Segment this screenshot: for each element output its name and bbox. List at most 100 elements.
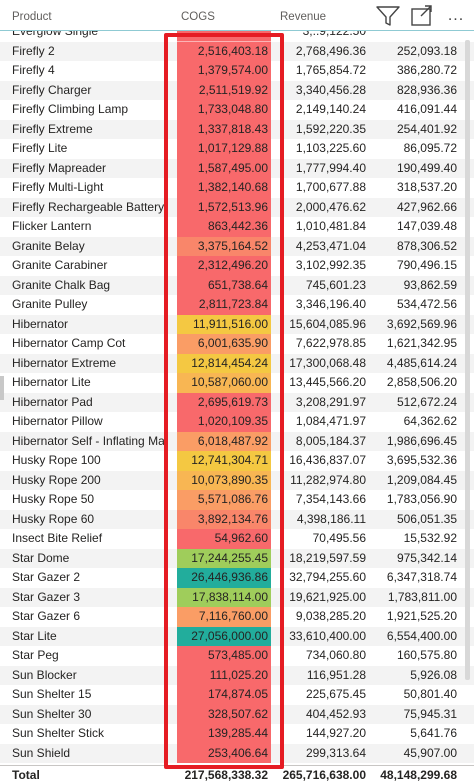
cell-profit: 1,921,525.20 [386, 609, 457, 623]
table-row[interactable]: Insect Bite Relief 54,962.60 70,495.56 15,5… [0, 529, 474, 549]
visual-header-toolbar: ... [370, 4, 470, 28]
cell-product: Sun Shelter Stick [12, 726, 105, 740]
table-row[interactable]: Sun Blocker 111,025.20 116,951.28 5,926.08 [0, 665, 474, 685]
table-row[interactable]: Hibernator Camp Cot 6,001,635.90 7,622,978… [0, 334, 474, 354]
table-row[interactable]: Star Gazer 2 26,446,936.86 32,794,255.60 6,… [0, 568, 474, 588]
row-resize-handle[interactable] [0, 376, 4, 400]
cell-revenue: 1,103,225.60 [295, 141, 366, 155]
cell-profit: 3,692,569.96 [386, 316, 457, 331]
table-row[interactable]: Hibernator Lite 10,587,060.00 13,445,566.2… [0, 373, 474, 393]
cell-product: Husky Rope 50 [12, 492, 95, 506]
table-row[interactable]: Sun Shelter 15 174,874.05 225,675.45 50,801… [0, 685, 474, 705]
table-row[interactable]: Hibernator Self - Inflating Mat 6,018,487… [0, 431, 474, 451]
table-row[interactable]: Husky Rope 100 12,741,304.71 16,436,837.07… [0, 451, 474, 471]
cell-product: Hibernator Self - Inflating Mat [12, 433, 169, 448]
cell-product: Hibernator Extreme [12, 355, 117, 370]
table-row[interactable]: Star Lite 27,056,000.00 33,610,400.00 6,554… [0, 626, 474, 646]
column-header-revenue[interactable]: Revenue [280, 11, 327, 23]
table-row[interactable]: Husky Rope 200 10,073,890.35 11,282,974.80… [0, 470, 474, 490]
cell-profit: 790,496.15 [396, 258, 457, 272]
cell-cogs: 1,733,048.80 [177, 100, 271, 120]
filter-icon[interactable] [374, 4, 402, 28]
table-row[interactable]: Sun Shield 253,406.64 299,313.64 45,907.00 [0, 743, 474, 763]
cell-product: Star Lite [12, 628, 57, 643]
table-row[interactable]: Granite Carabiner 2,312,496.20 3,102,992.3… [0, 256, 474, 276]
cell-cogs: 1,020,109.35 [177, 412, 271, 432]
table-row[interactable]: Granite Belay 3,375,164.52 4,253,471.04 878… [0, 236, 474, 256]
table-row[interactable]: Star Dome 17,244,255.45 18,219,597.59 975,3… [0, 548, 474, 568]
table-row[interactable]: Firefly Lite 1,017,129.88 1,103,225.60 86,0… [0, 139, 474, 159]
cell-product: Granite Pulley [12, 297, 88, 311]
cell-product: Sun Shelter 15 [12, 687, 92, 701]
cell-product: Sun Blocker [12, 667, 77, 682]
cell-product: Husky Rope 200 [12, 472, 101, 487]
cell-cogs: 6,001,635.90 [177, 334, 271, 354]
cell-revenue: 17,300,068.48 [289, 355, 366, 370]
cell-cogs: 10,587,060.00 [177, 373, 271, 393]
cell-profit: 1,209,084.45 [386, 472, 457, 487]
cell-cogs: 2,811,723.84 [177, 295, 271, 315]
cell-profit: 6,347,318.74 [386, 570, 457, 584]
cell-profit: 50,801.40 [403, 687, 457, 701]
cell-cogs: 2,312,496.20 [177, 256, 271, 276]
table-row[interactable]: Firefly Charger 2,511,519.92 3,340,456.28 8… [0, 80, 474, 100]
more-options-icon[interactable]: ... [442, 4, 470, 28]
cell-cogs: 54,962.60 [177, 529, 271, 549]
table-row[interactable]: Hibernator Pad 2,695,619.73 3,208,291.97 51… [0, 392, 474, 412]
cell-product: Flicker Lantern [12, 219, 92, 233]
table-row[interactable]: Firefly 2 2,516,403.18 2,768,496.36 252,093… [0, 41, 474, 61]
table-row[interactable]: Sun Shelter Stick 139,285.44 144,927.20 5,6… [0, 724, 474, 744]
table-row[interactable]: Firefly 4 1,379,574.00 1,765,854.72 386,280… [0, 61, 474, 81]
table-row[interactable]: Firefly Rechargeable Battery 1,572,513.96… [0, 197, 474, 217]
table-row[interactable]: Star Gazer 3 17,838,114.00 19,621,925.00 1,… [0, 587, 474, 607]
cell-product: Star Peg [12, 648, 59, 662]
column-header-cogs[interactable]: COGS [181, 11, 215, 23]
table-row[interactable]: Firefly Mapreader 1,587,495.00 1,777,994.4… [0, 158, 474, 178]
cell-profit: 64,362.62 [403, 414, 457, 428]
cell-cogs: 111,025.20 [177, 665, 271, 685]
cell-cogs: 328,507.62 [177, 704, 271, 724]
cell-product: Firefly Charger [12, 82, 92, 97]
cell-profit: 254,401.92 [396, 121, 457, 136]
cell-cogs: 2,695,619.73 [177, 392, 271, 412]
table-row[interactable]: Hibernator 11,911,516.00 15,604,085.96 3,69… [0, 314, 474, 334]
cell-profit: 2,858,506.20 [386, 375, 457, 389]
table-row[interactable]: Husky Rope 50 5,571,086.76 7,354,143.66 1,7… [0, 490, 474, 510]
cell-product: Star Dome [12, 550, 70, 565]
cell-product: Granite Belay [12, 238, 85, 253]
table-row[interactable]: Sun Shelter 30 328,507.62 404,452.93 75,945… [0, 704, 474, 724]
cell-product: Granite Carabiner [12, 258, 108, 272]
cell-cogs: 6,018,487.92 [177, 431, 271, 451]
table-row[interactable]: Flicker Lantern 863,442.36 1,010,481.84 147… [0, 217, 474, 237]
cell-cogs: 10,073,890.35 [177, 470, 271, 490]
cell-revenue: 116,951.28 [306, 667, 366, 682]
table-row[interactable]: Granite Pulley 2,811,723.84 3,346,196.40 53… [0, 295, 474, 315]
cell-cogs: 3,892,134.76 [177, 509, 271, 529]
column-header-product[interactable]: Product [12, 11, 52, 23]
vertical-scrollbar[interactable] [465, 40, 470, 680]
cell-revenue: 8,005,184.37 [295, 433, 366, 448]
cell-revenue: 404,452.93 [305, 706, 366, 721]
table-row[interactable]: Star Gazer 6 7,116,760.00 9,038,285.20 1,92… [0, 607, 474, 627]
table-row[interactable]: Granite Chalk Bag 651,738.64 745,601.23 93,… [0, 275, 474, 295]
table-row[interactable]: Firefly Extreme 1,337,818.43 1,592,220.35 2… [0, 119, 474, 139]
cell-revenue: 2,149,140.24 [295, 102, 366, 116]
table-row[interactable]: Husky Rope 60 3,892,134.76 4,398,186.11 506… [0, 509, 474, 529]
cell-profit: 5,641.76 [410, 726, 457, 740]
cell-product: Hibernator Pad [12, 394, 93, 409]
cell-cogs: 651,738.64 [177, 275, 271, 295]
cell-cogs: 17,838,114.00 [177, 587, 271, 607]
cell-product: Star Gazer 2 [12, 570, 81, 584]
cell-revenue: 734,060.80 [305, 648, 366, 662]
cell-profit: 1,986,696.45 [386, 433, 457, 448]
table-row[interactable]: Star Peg 573,485.00 734,060.80 160,575.80 [0, 646, 474, 666]
table-row[interactable]: Firefly Multi-Light 1,382,140.68 1,700,677… [0, 178, 474, 198]
table-row[interactable]: Hibernator Extreme 12,814,454.24 17,300,06… [0, 353, 474, 373]
table-row[interactable]: Firefly Climbing Lamp 1,733,048.80 2,149,1… [0, 100, 474, 120]
cell-cogs: 7,116,760.00 [177, 607, 271, 627]
cell-product: Hibernator Lite [12, 375, 91, 389]
focus-mode-icon[interactable] [408, 4, 436, 28]
table-row[interactable]: Hibernator Pillow 1,020,109.35 1,084,471.9… [0, 412, 474, 432]
cell-cogs: 1,379,574.00 [177, 61, 271, 81]
